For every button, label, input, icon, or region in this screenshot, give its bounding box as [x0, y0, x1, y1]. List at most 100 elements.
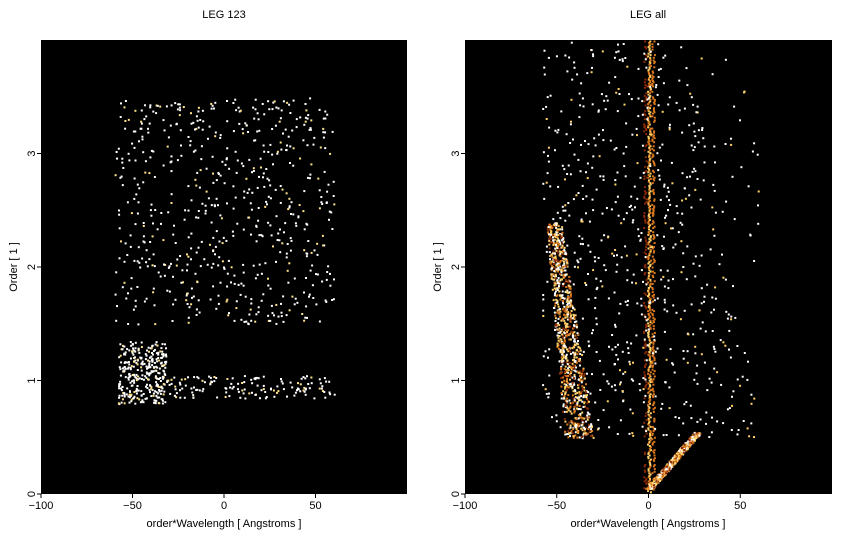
heatmap-cell — [657, 68, 660, 71]
heatmap-cell — [187, 236, 190, 239]
heatmap-cell — [644, 385, 647, 387]
heatmap-cell — [190, 247, 193, 250]
heatmap-cell — [292, 99, 295, 102]
heatmap-cell — [583, 434, 586, 437]
heatmap-cell — [250, 208, 253, 211]
heatmap-cell — [577, 371, 580, 374]
heatmap-cell — [647, 93, 650, 96]
heatmap-cell — [614, 346, 617, 349]
heatmap-cell — [207, 137, 209, 140]
heatmap-cell — [581, 220, 584, 223]
heatmap-cell — [730, 318, 733, 321]
heatmap-cell — [215, 179, 218, 182]
heatmap-cell — [611, 252, 614, 255]
heatmap-cell — [550, 273, 553, 276]
heatmap-cell — [269, 184, 272, 187]
heatmap-cell — [653, 131, 655, 134]
heatmap-cell — [210, 102, 213, 105]
heatmap-cell — [218, 240, 221, 243]
heatmap-cell — [308, 387, 311, 390]
heatmap-cell — [647, 85, 650, 88]
heatmap-cell — [195, 308, 198, 311]
x-axis-label: order*Wavelength [ Angstroms ] — [571, 518, 726, 530]
heatmap-cell — [664, 467, 667, 470]
heatmap-cell — [119, 176, 122, 179]
heatmap-cell — [651, 282, 654, 285]
heatmap-cell — [308, 295, 310, 298]
heatmap-cell — [562, 300, 565, 302]
heatmap-cell — [163, 364, 166, 367]
heatmap-cell — [647, 69, 650, 72]
heatmap-cell — [675, 452, 678, 455]
heatmap-cell — [645, 383, 648, 386]
heatmap-cell — [306, 375, 308, 378]
heatmap-cell — [652, 450, 655, 453]
heatmap-cell — [573, 340, 576, 343]
heatmap-cell — [134, 223, 137, 226]
heatmap-cell — [271, 153, 274, 156]
heatmap-cell — [561, 342, 564, 345]
heatmap-cell — [288, 206, 291, 209]
heatmap-cell — [180, 144, 182, 147]
heatmap-cell — [648, 337, 651, 340]
heatmap-cell — [664, 466, 667, 469]
heatmap-cell — [581, 429, 584, 432]
heatmap-cell — [134, 356, 136, 359]
heatmap-cell — [643, 476, 646, 479]
heatmap-cell — [649, 244, 652, 247]
heatmap-cell — [647, 306, 650, 309]
heatmap-cell — [252, 167, 255, 170]
heatmap-cell — [705, 411, 708, 414]
heatmap-cell — [647, 486, 650, 489]
heatmap-cell — [703, 295, 706, 298]
heatmap-cell — [573, 343, 576, 346]
heatmap-cell — [647, 410, 650, 413]
heatmap-cell — [252, 106, 255, 109]
heatmap-cell — [559, 330, 562, 333]
heatmap-cell — [671, 462, 674, 465]
heatmap-cell — [576, 370, 579, 373]
heatmap-cell — [643, 195, 646, 198]
heatmap-cell — [651, 255, 654, 258]
heatmap-cell — [150, 149, 153, 152]
heatmap-cell — [320, 196, 323, 198]
heatmap-cell — [608, 345, 610, 348]
heatmap-cell — [578, 392, 581, 395]
heatmap-cell — [560, 328, 563, 331]
heatmap-cell — [590, 426, 593, 429]
heatmap-cell — [714, 297, 717, 300]
heatmap-cell — [554, 282, 557, 285]
heatmap-cell — [165, 355, 168, 358]
heatmap-cell — [560, 110, 563, 113]
heatmap-cell — [209, 243, 211, 246]
heatmap-cell — [652, 351, 655, 353]
heatmap-cell — [712, 228, 715, 231]
heatmap-cell — [652, 321, 655, 323]
heatmap-cell — [555, 414, 558, 417]
heatmap-cell — [648, 342, 651, 345]
heatmap-cell — [256, 130, 259, 133]
heatmap-cell — [639, 239, 642, 242]
heatmap-cell — [213, 107, 215, 110]
heatmap-cell — [558, 327, 561, 330]
heatmap-cell — [285, 256, 288, 259]
heatmap-cell — [643, 126, 646, 129]
heatmap-cell — [690, 303, 693, 306]
heatmap-cell — [176, 108, 179, 111]
heatmap-cell — [187, 255, 190, 258]
heatmap-cell — [671, 227, 674, 230]
heatmap-cell — [248, 216, 251, 219]
heatmap-cell — [127, 152, 130, 155]
heatmap-cell — [217, 171, 220, 174]
heatmap-cell — [648, 472, 651, 475]
heatmap-cell — [646, 106, 649, 109]
heatmap-cell — [753, 436, 755, 439]
heatmap-cell — [323, 391, 326, 393]
heatmap-cell — [170, 202, 173, 204]
heatmap-cell — [226, 202, 228, 205]
heatmap-cell — [582, 243, 584, 246]
heatmap-cell — [560, 270, 563, 272]
heatmap-cell — [234, 150, 237, 153]
heatmap-cell — [549, 94, 552, 97]
heatmap-cell — [561, 393, 563, 396]
